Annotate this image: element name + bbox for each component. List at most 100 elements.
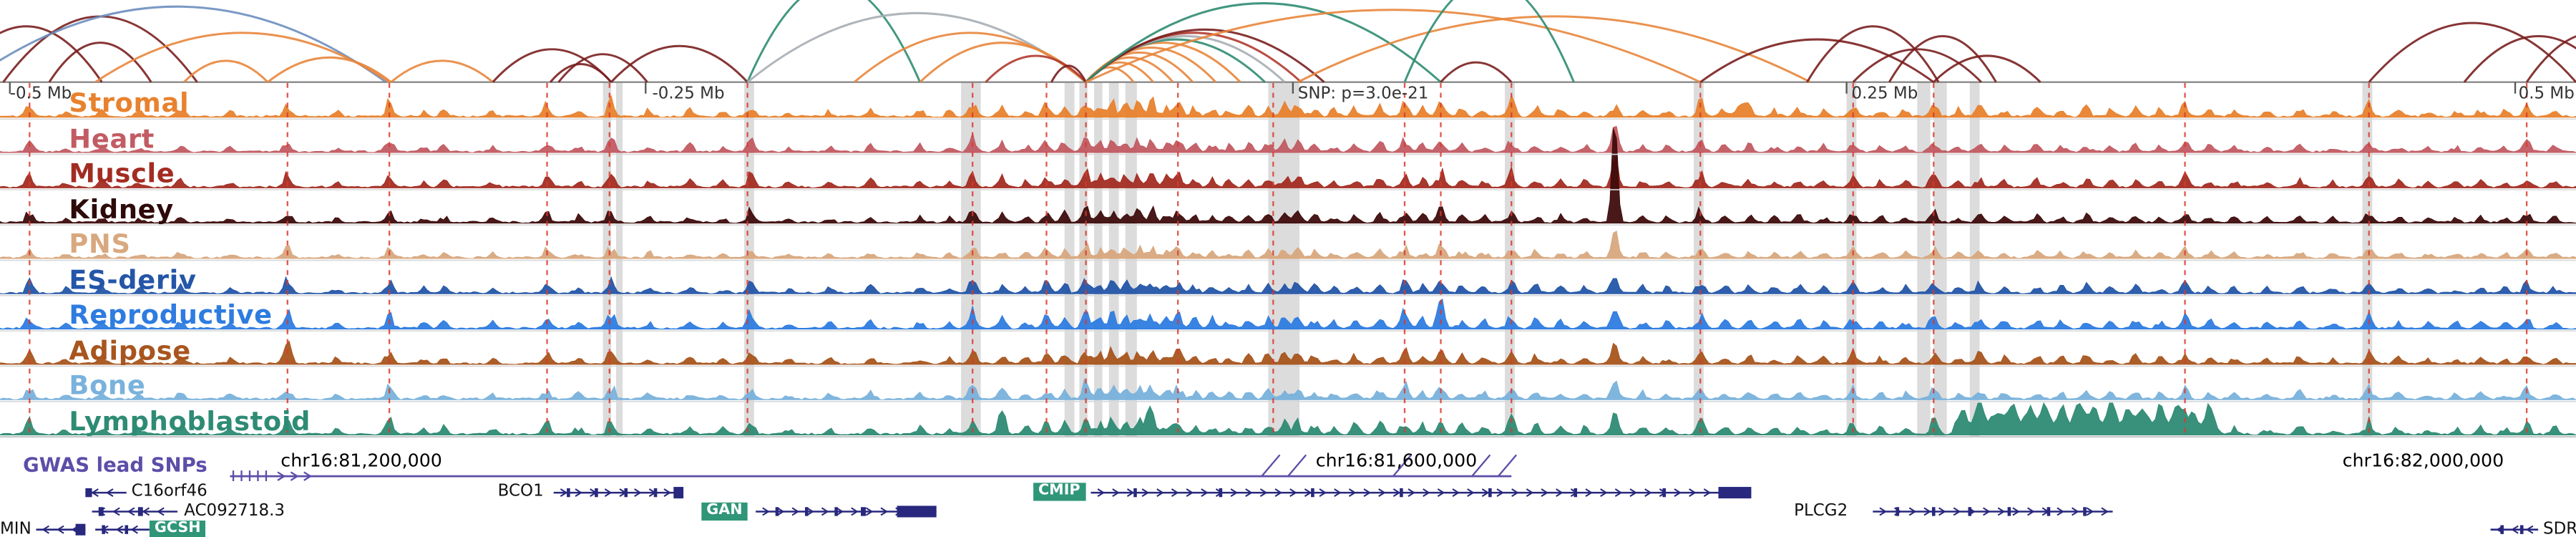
signal-track-lymphoblastoid xyxy=(0,402,2576,436)
strand-arrow-icon xyxy=(1467,488,1475,497)
track-label-reproductive[interactable]: Reproductive xyxy=(69,299,273,331)
strand-arrow-icon xyxy=(2525,525,2534,534)
interaction-arc xyxy=(492,48,613,83)
interaction-arc xyxy=(557,53,648,83)
gene-label-bco1[interactable]: BCO1 xyxy=(497,483,544,501)
highlight-band xyxy=(1108,82,1119,437)
interaction-arc xyxy=(183,59,269,83)
track-label-muscle[interactable]: Muscle xyxy=(69,158,175,189)
highlight-band xyxy=(1079,82,1088,437)
interaction-arc xyxy=(1888,34,1997,83)
strand-arrow-icon xyxy=(762,507,770,516)
gene-exon xyxy=(2007,507,2011,516)
ruler-label: 0.25 Mb xyxy=(1851,85,1918,104)
gene-label-ac092718-3[interactable]: AC092718.3 xyxy=(184,501,286,520)
highlight-bands xyxy=(602,82,2373,437)
interaction-arc xyxy=(1085,28,1325,83)
track-label-bone[interactable]: Bone xyxy=(69,369,146,401)
strand-arrow-icon xyxy=(1407,488,1416,497)
gene-label-min[interactable]: MIN xyxy=(0,519,31,537)
gene-label-plcg2[interactable]: PLCG2 xyxy=(1794,501,1848,520)
interaction-arc xyxy=(1403,0,1575,83)
interaction-arc xyxy=(549,63,613,83)
highlight-band xyxy=(1064,82,1075,437)
gene-label-gcsh[interactable]: GCSH xyxy=(149,519,206,537)
strand-arrow-icon xyxy=(1556,488,1563,497)
strand-arrow-icon xyxy=(1644,488,1652,497)
ruler-label: -0.5 Mb xyxy=(9,85,72,104)
gene-label-c16orf46[interactable]: C16orf46 xyxy=(131,483,208,501)
coordinate-label: chr16:81,600,000 xyxy=(1315,450,1478,472)
gene-exon-thick xyxy=(75,523,86,536)
track-label-pns[interactable]: PNS xyxy=(69,228,131,260)
strand-arrow-icon xyxy=(2101,507,2109,516)
interaction-arc xyxy=(48,42,152,83)
track-label-stromal[interactable]: Stromal xyxy=(69,87,190,119)
signal-tracks xyxy=(0,94,2576,436)
strand-arrow-icon xyxy=(1526,488,1534,497)
strand-arrow-icon xyxy=(142,507,150,516)
strand-arrow-icon xyxy=(112,507,120,516)
gene-exon xyxy=(102,525,105,534)
track-label-heart[interactable]: Heart xyxy=(69,122,155,154)
strand-arrow-icon xyxy=(1378,488,1386,497)
strand-arrow-icon xyxy=(1363,488,1372,497)
interaction-arc xyxy=(1440,61,1513,83)
interaction-arc xyxy=(1933,54,2041,83)
strand-arrow-icon xyxy=(1953,507,1961,516)
highlight-band xyxy=(1694,82,1704,437)
signal-track-pns xyxy=(0,230,2576,259)
gene-label-cmip[interactable]: CMIP xyxy=(1033,483,1085,501)
track-separators xyxy=(0,81,2576,438)
signal-track-stromal xyxy=(0,94,2576,118)
gene-exon-thick xyxy=(897,505,937,518)
gene-exon xyxy=(137,507,143,516)
gene-exon xyxy=(1896,507,1900,516)
highlight-band xyxy=(1094,82,1103,437)
gwas-snp-pointer xyxy=(1497,454,1517,477)
gene-exon xyxy=(98,507,104,516)
strand-arrow-icon xyxy=(2057,507,2064,516)
signal-track-adipose xyxy=(0,340,2576,365)
strand-arrow-icon xyxy=(1879,507,1887,516)
track-label-es-deriv[interactable]: ES-deriv xyxy=(69,263,197,295)
gene-exon xyxy=(1400,488,1403,498)
strand-arrow-icon xyxy=(127,507,135,516)
strand-arrow-icon xyxy=(560,488,568,497)
gene-exon xyxy=(1931,507,1936,516)
gwas-snp-pointer xyxy=(1471,454,1491,477)
signal-track-es-deriv xyxy=(0,276,2576,294)
strand-arrow-icon xyxy=(1392,488,1401,497)
gene-exon xyxy=(624,488,628,498)
strand-arrow-icon xyxy=(1348,488,1357,497)
strand-arrow-icon xyxy=(851,507,859,516)
strand-arrow-icon xyxy=(1126,488,1135,497)
signal-track-reproductive xyxy=(0,298,2576,330)
track-label-adipose[interactable]: Adipose xyxy=(69,334,191,366)
gene-exon xyxy=(1662,488,1667,498)
track-label-lymphoblastoid[interactable]: Lymphoblastoid xyxy=(69,405,311,436)
gene-exon xyxy=(653,488,658,498)
interaction-arc xyxy=(267,56,392,83)
signal-track-heart xyxy=(0,126,2576,153)
highlight-band xyxy=(1846,82,1857,437)
ruler-label: -0.25 Mb xyxy=(652,85,725,104)
interaction-arc xyxy=(2525,35,2576,83)
gwas-snp-pointer xyxy=(1261,454,1281,477)
track-label-kidney[interactable]: Kidney xyxy=(69,193,174,225)
strand-arrow-icon xyxy=(1689,488,1697,497)
gwas-chevron-icon xyxy=(303,471,313,481)
gene-label-sdr[interactable]: SDR xyxy=(2543,519,2576,537)
strand-arrow-icon xyxy=(2072,507,2079,516)
strand-arrow-icon xyxy=(91,488,99,497)
gene-exon xyxy=(125,525,129,534)
strand-arrow-icon xyxy=(42,525,49,534)
gwas-chevron-icon xyxy=(290,471,299,481)
strand-arrow-icon xyxy=(575,488,583,497)
strand-arrow-icon xyxy=(1452,488,1460,497)
strand-arrow-icon xyxy=(806,507,814,516)
strand-arrow-icon xyxy=(821,507,829,516)
gene-label-gan[interactable]: GAN xyxy=(701,501,748,520)
